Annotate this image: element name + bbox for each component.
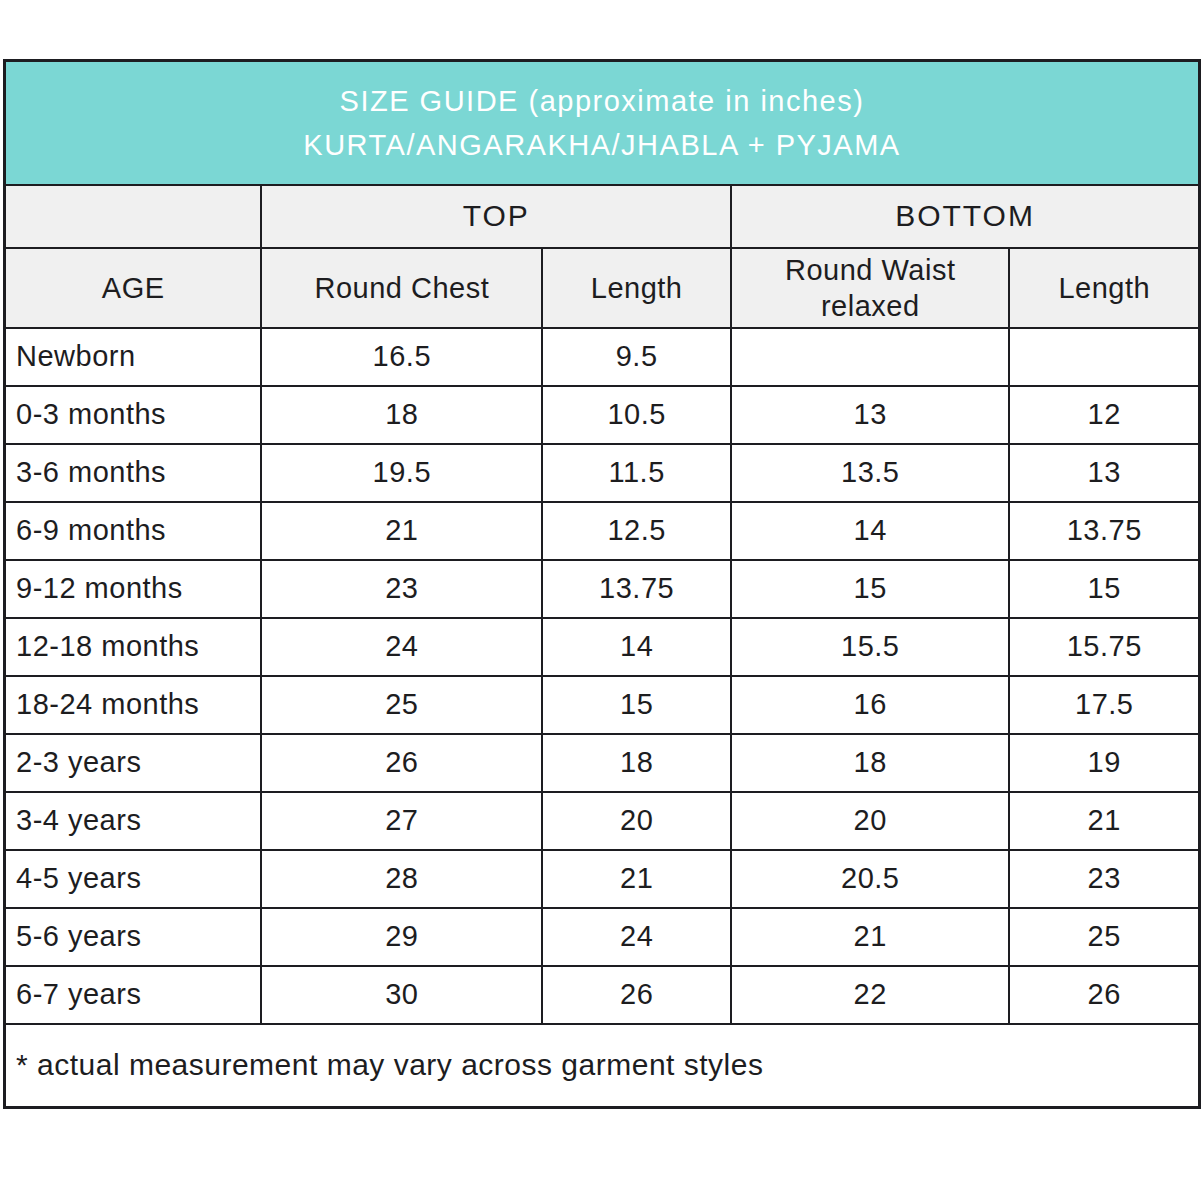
cell-round-waist: 16 <box>731 676 1009 734</box>
table-row: 0-3 months 18 10.5 13 12 <box>5 386 1200 444</box>
cell-round-chest: 18 <box>261 386 542 444</box>
title-banner: SIZE GUIDE (approximate in inches) KURTA… <box>5 61 1200 185</box>
cell-top-length: 24 <box>542 908 731 966</box>
title-banner-row: SIZE GUIDE (approximate in inches) KURTA… <box>5 61 1200 185</box>
cell-round-waist: 18 <box>731 734 1009 792</box>
cell-round-waist: 22 <box>731 966 1009 1024</box>
cell-top-length: 20 <box>542 792 731 850</box>
cell-round-chest: 19.5 <box>261 444 542 502</box>
cell-round-chest: 29 <box>261 908 542 966</box>
group-header-top: TOP <box>261 185 731 248</box>
cell-bottom-length <box>1009 328 1199 386</box>
column-header-round-waist: Round Waist relaxed <box>731 248 1009 328</box>
cell-top-length: 15 <box>542 676 731 734</box>
cell-top-length: 18 <box>542 734 731 792</box>
cell-round-chest: 30 <box>261 966 542 1024</box>
column-header-row: AGE Round Chest Length Round Waist relax… <box>5 248 1200 328</box>
cell-age: 12-18 months <box>5 618 262 676</box>
table-row: Newborn 16.5 9.5 <box>5 328 1200 386</box>
cell-bottom-length: 13 <box>1009 444 1199 502</box>
cell-round-waist: 15 <box>731 560 1009 618</box>
table-row: 3-4 years 27 20 20 21 <box>5 792 1200 850</box>
table-row: 4-5 years 28 21 20.5 23 <box>5 850 1200 908</box>
cell-bottom-length: 15 <box>1009 560 1199 618</box>
cell-bottom-length: 15.75 <box>1009 618 1199 676</box>
column-header-top-length: Length <box>542 248 731 328</box>
cell-round-chest: 25 <box>261 676 542 734</box>
cell-bottom-length: 23 <box>1009 850 1199 908</box>
cell-bottom-length: 25 <box>1009 908 1199 966</box>
cell-age: Newborn <box>5 328 262 386</box>
size-guide-title: SIZE GUIDE (approximate in inches) <box>6 79 1198 123</box>
table-row: 6-7 years 30 26 22 26 <box>5 966 1200 1024</box>
cell-top-length: 21 <box>542 850 731 908</box>
cell-round-chest: 23 <box>261 560 542 618</box>
size-guide-subtitle: KURTA/ANGARAKHA/JHABLA + PYJAMA <box>6 123 1198 167</box>
cell-bottom-length: 13.75 <box>1009 502 1199 560</box>
column-header-age: AGE <box>5 248 262 328</box>
table-row: 9-12 months 23 13.75 15 15 <box>5 560 1200 618</box>
cell-round-chest: 24 <box>261 618 542 676</box>
cell-top-length: 26 <box>542 966 731 1024</box>
cell-top-length: 9.5 <box>542 328 731 386</box>
group-header-bottom: BOTTOM <box>731 185 1199 248</box>
table-row: 2-3 years 26 18 18 19 <box>5 734 1200 792</box>
cell-age: 0-3 months <box>5 386 262 444</box>
size-guide-table: SIZE GUIDE (approximate in inches) KURTA… <box>3 59 1201 1109</box>
cell-round-waist: 21 <box>731 908 1009 966</box>
cell-round-chest: 21 <box>261 502 542 560</box>
cell-round-chest: 16.5 <box>261 328 542 386</box>
column-header-bottom-length: Length <box>1009 248 1199 328</box>
cell-top-length: 12.5 <box>542 502 731 560</box>
cell-top-length: 14 <box>542 618 731 676</box>
cell-round-waist: 20 <box>731 792 1009 850</box>
cell-age: 4-5 years <box>5 850 262 908</box>
cell-round-waist: 14 <box>731 502 1009 560</box>
table-row: 12-18 months 24 14 15.5 15.75 <box>5 618 1200 676</box>
cell-bottom-length: 19 <box>1009 734 1199 792</box>
table-row: 3-6 months 19.5 11.5 13.5 13 <box>5 444 1200 502</box>
cell-round-chest: 27 <box>261 792 542 850</box>
cell-round-waist: 15.5 <box>731 618 1009 676</box>
cell-age: 6-9 months <box>5 502 262 560</box>
cell-age: 3-6 months <box>5 444 262 502</box>
cell-round-chest: 28 <box>261 850 542 908</box>
table-row: 5-6 years 29 24 21 25 <box>5 908 1200 966</box>
cell-age: 5-6 years <box>5 908 262 966</box>
size-guide-page: SIZE GUIDE (approximate in inches) KURTA… <box>0 0 1204 1204</box>
group-header-row: TOP BOTTOM <box>5 185 1200 248</box>
table-row: 6-9 months 21 12.5 14 13.75 <box>5 502 1200 560</box>
cell-top-length: 10.5 <box>542 386 731 444</box>
cell-age: 2-3 years <box>5 734 262 792</box>
cell-round-waist: 13 <box>731 386 1009 444</box>
cell-round-waist <box>731 328 1009 386</box>
cell-round-chest: 26 <box>261 734 542 792</box>
cell-bottom-length: 26 <box>1009 966 1199 1024</box>
cell-top-length: 13.75 <box>542 560 731 618</box>
cell-top-length: 11.5 <box>542 444 731 502</box>
cell-bottom-length: 17.5 <box>1009 676 1199 734</box>
cell-bottom-length: 12 <box>1009 386 1199 444</box>
column-header-round-chest: Round Chest <box>261 248 542 328</box>
cell-age: 18-24 months <box>5 676 262 734</box>
group-header-spacer <box>5 185 262 248</box>
cell-age: 6-7 years <box>5 966 262 1024</box>
footnote: * actual measurement may vary across gar… <box>5 1024 1200 1108</box>
table-row: 18-24 months 25 15 16 17.5 <box>5 676 1200 734</box>
cell-age: 3-4 years <box>5 792 262 850</box>
footnote-row: * actual measurement may vary across gar… <box>5 1024 1200 1108</box>
cell-age: 9-12 months <box>5 560 262 618</box>
cell-round-waist: 20.5 <box>731 850 1009 908</box>
cell-round-waist: 13.5 <box>731 444 1009 502</box>
cell-bottom-length: 21 <box>1009 792 1199 850</box>
